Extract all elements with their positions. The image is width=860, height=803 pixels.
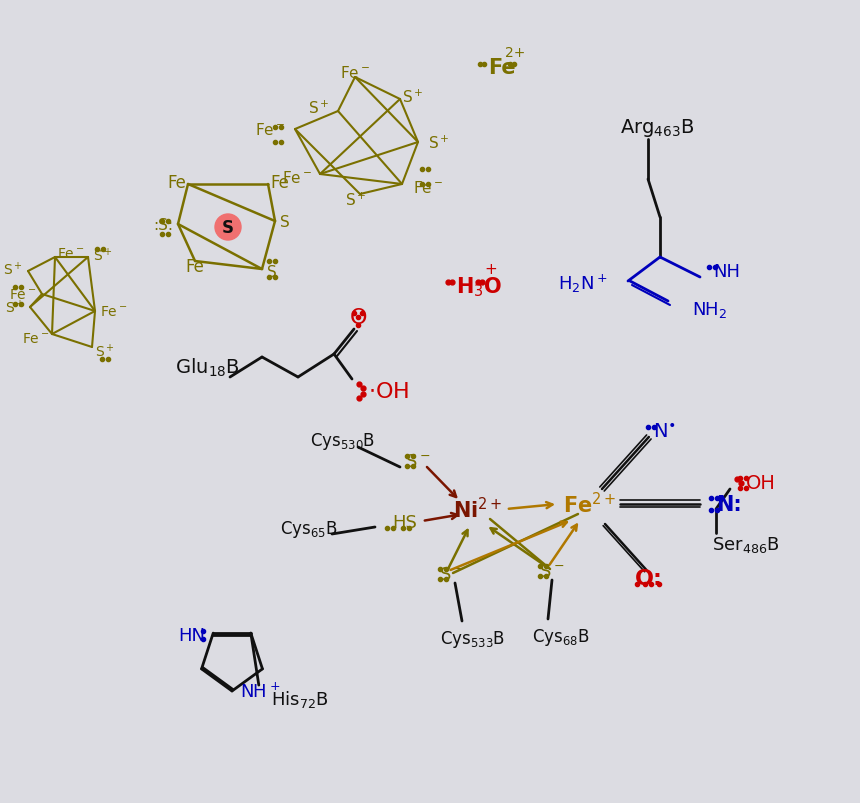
Text: S$^+$: S$^+$ — [95, 343, 115, 361]
Text: S$^-$: S$^-$ — [405, 452, 431, 471]
Text: Cys$_{530}$B: Cys$_{530}$B — [310, 431, 375, 452]
Text: Glu$_{18}$B: Glu$_{18}$B — [175, 357, 240, 379]
Text: O: O — [349, 308, 366, 328]
Text: OH: OH — [746, 474, 776, 493]
Text: N$^{\bullet}$: N$^{\bullet}$ — [653, 422, 676, 441]
Text: Fe$^-$: Fe$^-$ — [413, 180, 443, 196]
Text: Fe$^-$: Fe$^-$ — [100, 304, 127, 319]
Text: :S:: :S: — [153, 218, 173, 232]
Text: Fe: Fe — [167, 173, 186, 192]
Text: NH: NH — [713, 263, 740, 281]
Text: HN: HN — [178, 626, 206, 644]
Text: HS: HS — [392, 513, 417, 532]
Circle shape — [215, 214, 241, 241]
Text: S$^+$: S$^+$ — [428, 134, 450, 152]
Text: S$^-$: S$^-$ — [539, 562, 565, 581]
Text: S$^+$: S$^+$ — [345, 191, 367, 209]
Text: Cys$_{68}$B: Cys$_{68}$B — [532, 626, 590, 648]
Text: NH$_2$: NH$_2$ — [692, 300, 728, 320]
Text: H$_2$N$^+$: H$_2$N$^+$ — [558, 272, 608, 295]
Text: Cys$_{65}$B: Cys$_{65}$B — [280, 519, 338, 540]
Text: Fe$^-$: Fe$^-$ — [255, 122, 285, 138]
Text: Fe: Fe — [186, 258, 205, 275]
Text: Ni$^{2+}$: Ni$^{2+}$ — [453, 497, 503, 522]
Text: 2+: 2+ — [505, 46, 525, 60]
Text: Fe$^-$: Fe$^-$ — [282, 169, 312, 185]
Text: S$^+$: S$^+$ — [309, 100, 330, 116]
Text: His$_{72}$B: His$_{72}$B — [271, 687, 329, 709]
Text: Ser$_{486}$B: Ser$_{486}$B — [712, 534, 780, 554]
Text: S$^+$: S$^+$ — [402, 88, 424, 105]
Text: Fe$^-$: Fe$^-$ — [57, 247, 84, 261]
Text: Fe$^-$: Fe$^-$ — [22, 332, 50, 345]
Text: H$_3$O: H$_3$O — [456, 275, 502, 299]
Text: S: S — [280, 214, 290, 229]
Text: Fe: Fe — [488, 58, 516, 78]
Text: S: S — [267, 264, 277, 279]
Text: Fe$^{2+}$: Fe$^{2+}$ — [563, 491, 617, 517]
Text: S$^-$: S$^-$ — [439, 565, 464, 583]
Text: N:: N: — [716, 495, 742, 515]
Text: S$^+$: S$^+$ — [3, 261, 23, 279]
Text: NH$^+$: NH$^+$ — [240, 682, 280, 701]
Text: Arg$_{463}$B: Arg$_{463}$B — [620, 117, 695, 139]
Text: O:: O: — [635, 569, 662, 589]
Text: S$^+$: S$^+$ — [93, 247, 113, 264]
Text: Fe: Fe — [270, 173, 289, 192]
Text: Cys$_{533}$B: Cys$_{533}$B — [440, 629, 506, 650]
Text: Fe$^-$: Fe$^-$ — [340, 65, 370, 81]
Text: Fe$^-$: Fe$^-$ — [9, 287, 37, 302]
Text: S: S — [222, 218, 234, 237]
Text: $\cdot$OH: $\cdot$OH — [368, 381, 409, 402]
Text: S$^+$: S$^+$ — [5, 299, 25, 316]
Text: +: + — [484, 262, 497, 277]
